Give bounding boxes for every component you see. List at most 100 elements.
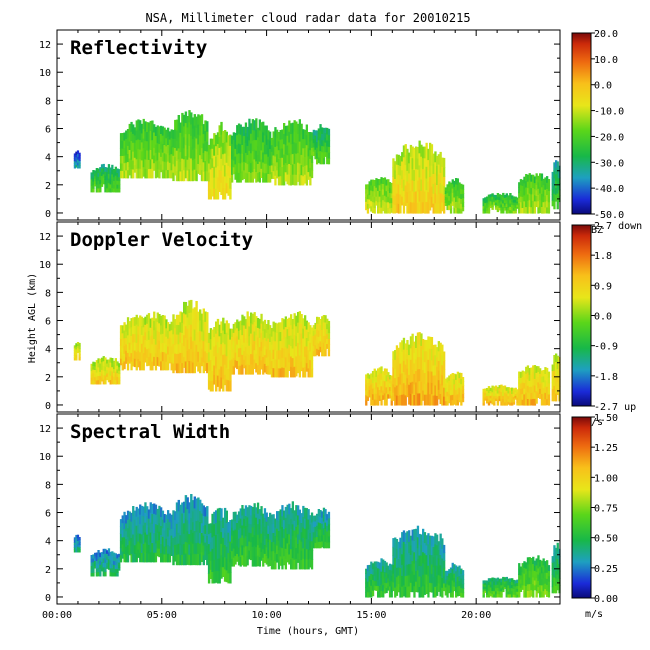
cloud-cell bbox=[416, 158, 420, 170]
cloud-cell bbox=[439, 342, 442, 354]
cloud-cell bbox=[147, 544, 151, 554]
cloud-cell bbox=[211, 536, 214, 549]
cloud-cell bbox=[188, 554, 191, 566]
cloud-cell bbox=[200, 147, 204, 160]
cloud-cell bbox=[149, 352, 152, 362]
cloud-cell bbox=[118, 172, 121, 178]
cloud-cell bbox=[411, 393, 414, 406]
cloud-cell bbox=[270, 158, 274, 166]
cloud-cell bbox=[437, 360, 440, 371]
cloud-cell bbox=[244, 132, 248, 143]
cloud-cell bbox=[544, 386, 547, 393]
cloud-cell bbox=[78, 357, 81, 361]
cloud-cell bbox=[206, 535, 209, 546]
cloud-cell bbox=[239, 537, 242, 548]
cloud-cell bbox=[383, 566, 387, 573]
cloud-cell bbox=[111, 358, 114, 363]
cloud-cell bbox=[293, 366, 296, 378]
cloud-cell bbox=[448, 186, 451, 192]
cloud-cell bbox=[525, 180, 528, 188]
cloud-cell bbox=[146, 524, 149, 535]
cloud-cell bbox=[500, 394, 503, 399]
cloud-cell bbox=[102, 170, 105, 175]
cloud-cell bbox=[270, 352, 274, 362]
cloud-cell bbox=[202, 161, 205, 172]
cloud-cell bbox=[446, 201, 449, 206]
cloud-cell bbox=[100, 182, 104, 187]
cloud-cell bbox=[151, 552, 154, 563]
cloud-cell bbox=[366, 208, 370, 214]
cloud-cell bbox=[404, 363, 407, 375]
cloud-cell bbox=[380, 571, 383, 579]
cloud-cell bbox=[94, 170, 97, 174]
cloud-cell bbox=[460, 582, 463, 589]
cloud-cell bbox=[448, 200, 451, 206]
cloud-cell bbox=[139, 158, 142, 169]
cloud-cell bbox=[546, 590, 549, 597]
cloud-cell bbox=[237, 365, 241, 375]
cloud-cell bbox=[521, 563, 524, 569]
cloud-cell bbox=[516, 399, 519, 403]
cloud-cell bbox=[317, 151, 320, 158]
cloud-cell bbox=[432, 365, 435, 376]
cloud-cell bbox=[514, 207, 517, 211]
cloud-cell bbox=[327, 152, 331, 159]
cloud-cell bbox=[267, 130, 270, 140]
cloud-cell bbox=[322, 134, 326, 141]
cloud-cell bbox=[193, 339, 196, 352]
cloud-cell bbox=[511, 399, 514, 403]
cloud-cell bbox=[505, 580, 508, 585]
cloud-cell bbox=[540, 382, 544, 389]
cloud-cell bbox=[106, 372, 109, 377]
cloud-cell bbox=[236, 172, 239, 183]
cloud-cell bbox=[509, 578, 512, 582]
cloud-cell bbox=[489, 200, 492, 204]
cloud-cell bbox=[456, 393, 459, 400]
cloud-cell bbox=[523, 573, 526, 580]
cloud-cell bbox=[307, 155, 310, 165]
cloud-cell bbox=[92, 170, 95, 175]
cloud-cell bbox=[305, 144, 308, 156]
cloud-cell bbox=[109, 171, 112, 177]
cloud-cell bbox=[174, 544, 177, 554]
cloud-cell bbox=[402, 201, 406, 214]
cloud-cell bbox=[408, 530, 411, 542]
cloud-cell bbox=[406, 358, 409, 369]
cloud-cell bbox=[95, 183, 98, 189]
cloud-cell bbox=[489, 395, 492, 399]
cloud-cell bbox=[310, 531, 314, 542]
cloud-cell bbox=[487, 398, 491, 403]
cloud-cell bbox=[130, 520, 133, 530]
cloud-cell bbox=[314, 537, 317, 543]
cloud-cell bbox=[401, 196, 404, 206]
cloud-cell bbox=[193, 318, 196, 330]
cloud-cell bbox=[250, 353, 253, 365]
cloud-cell bbox=[444, 570, 447, 576]
cloud-cell bbox=[126, 326, 130, 336]
cloud-cell bbox=[239, 347, 242, 357]
cloud-cell bbox=[395, 173, 399, 184]
cloud-cell bbox=[300, 133, 303, 145]
cloud-cell bbox=[149, 318, 152, 328]
cloud-cell bbox=[195, 531, 198, 544]
cloud-cell bbox=[413, 383, 416, 395]
cloud-cell bbox=[243, 324, 246, 335]
cloud-cell bbox=[222, 517, 225, 529]
cloud-cell bbox=[225, 172, 228, 184]
cloud-cell bbox=[518, 371, 521, 378]
cloud-cell bbox=[518, 393, 521, 400]
cloud-region bbox=[392, 525, 446, 598]
cloud-cell bbox=[256, 318, 260, 328]
cloud-cell bbox=[507, 390, 510, 394]
cloud-cell bbox=[277, 176, 281, 186]
cloud-cell bbox=[140, 123, 144, 134]
cloud-cell bbox=[542, 190, 545, 197]
cloud-cell bbox=[239, 518, 242, 529]
cloud-cell bbox=[434, 202, 437, 214]
cloud-cell bbox=[427, 336, 430, 349]
cloud-cell bbox=[413, 551, 416, 564]
cloud-cell bbox=[163, 315, 166, 326]
cloud-cell bbox=[516, 204, 519, 207]
cloud-cell bbox=[368, 181, 371, 187]
